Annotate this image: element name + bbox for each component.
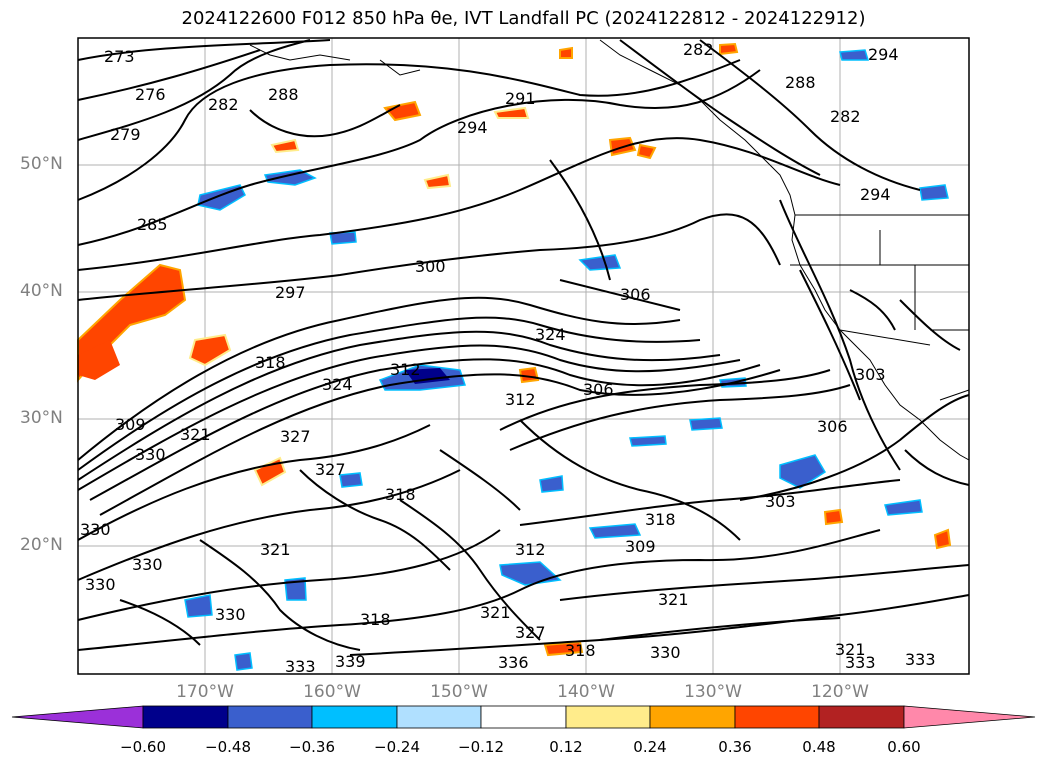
colorbar-segment	[734, 705, 820, 729]
contour-label: 294	[457, 118, 488, 137]
colorbar-segment	[396, 705, 482, 729]
contour-label: 279	[110, 125, 141, 144]
contour-label: 330	[80, 520, 111, 539]
contour-label: 309	[625, 537, 656, 556]
colorbar-tick-label: 0.36	[718, 738, 752, 756]
contour-label: 303	[765, 492, 796, 511]
contour-label: 306	[620, 285, 651, 304]
colorbar-segment	[311, 705, 398, 729]
colorbar-tick-label: −0.36	[289, 738, 335, 756]
contour-label: 330	[215, 605, 246, 624]
lat-label: 40°N	[20, 281, 63, 301]
lon-label: 160°W	[303, 682, 361, 702]
contour-label: 318	[385, 485, 416, 504]
contour-label: 282	[683, 40, 714, 59]
lat-label: 50°N	[20, 154, 63, 174]
colorbar-tick-label: 0.12	[549, 738, 583, 756]
colorbar-segment	[142, 705, 229, 729]
contour-label: 294	[860, 185, 891, 204]
colorbar-segment	[903, 705, 1036, 729]
colorbar	[11, 705, 1036, 729]
contour-label: 294	[868, 45, 899, 64]
contour-label: 321	[260, 540, 291, 559]
coastlines	[249, 39, 970, 461]
colorbar-tick-label: 0.60	[887, 738, 921, 756]
colorbar-tick-label: −0.48	[205, 738, 251, 756]
lon-label: 130°W	[684, 682, 742, 702]
contour-label: 333	[285, 657, 316, 676]
contour-label: 273	[104, 47, 135, 66]
contour-label: 306	[583, 380, 614, 399]
lat-label: 30°N	[20, 408, 63, 428]
contour-label: 276	[135, 85, 166, 104]
contour-label: 321	[658, 590, 689, 609]
contour-label: 318	[565, 641, 596, 660]
contour-label: 327	[515, 623, 546, 642]
contour-label: 333	[905, 650, 936, 669]
contour-label: 318	[645, 510, 676, 529]
colorbar-segment	[818, 705, 905, 729]
contour-label: 321	[180, 425, 211, 444]
contour-label: 330	[650, 643, 681, 662]
contour-label: 333	[845, 653, 876, 672]
contour-label: 324	[322, 375, 353, 394]
lon-label: 170°W	[176, 682, 234, 702]
contour-labels: 273 276 279 282 285 288 291 294 297 300 …	[80, 40, 936, 676]
contour-label: 312	[505, 390, 536, 409]
map-title: 2024122600 F012 850 hPa θe, IVT Landfall…	[181, 8, 866, 29]
contour-label: 309	[115, 415, 146, 434]
colorbar-tick-label: −0.60	[120, 738, 166, 756]
contour-label: 312	[390, 360, 421, 379]
contour-label: 306	[817, 417, 848, 436]
contour-label: 303	[855, 365, 886, 384]
contour-label: 321	[480, 603, 511, 622]
contour-label: 297	[275, 283, 306, 302]
contour-label: 282	[830, 107, 861, 126]
colorbar-tick-label: 0.24	[633, 738, 667, 756]
colorbar-tick-label: 0.48	[802, 738, 836, 756]
contour-label: 321	[835, 640, 866, 659]
lon-label: 140°W	[557, 682, 615, 702]
colorbar-segment	[11, 705, 144, 729]
contour-label: 288	[268, 85, 299, 104]
colorbar-segment	[480, 705, 567, 729]
contour-label: 318	[255, 353, 286, 372]
contour-label: 336	[498, 653, 529, 672]
colorbar-segment	[649, 705, 736, 729]
contour-label: 330	[135, 445, 166, 464]
map-area	[77, 37, 970, 675]
contour-label: 324	[535, 325, 566, 344]
contour-label: 285	[137, 215, 168, 234]
contour-label: 318	[360, 610, 391, 629]
colorbar-tick-label: −0.12	[458, 738, 504, 756]
lat-label: 20°N	[20, 535, 63, 555]
contour-label: 327	[280, 427, 311, 446]
contour-label: 327	[315, 460, 346, 479]
contour-label: 339	[335, 652, 366, 671]
lon-label: 150°W	[430, 682, 488, 702]
contour-label: 282	[208, 95, 239, 114]
contour-label: 330	[132, 555, 163, 574]
theta-e-contours	[77, 39, 970, 656]
contour-label: 330	[85, 575, 116, 594]
lon-label: 120°W	[811, 682, 869, 702]
colorbar-segment	[227, 705, 313, 729]
contour-label: 312	[515, 540, 546, 559]
contour-label: 288	[785, 73, 816, 92]
colorbar-tick-label: −0.24	[374, 738, 420, 756]
contour-label: 300	[415, 257, 446, 276]
ivt-shading	[77, 42, 952, 671]
colorbar-segment	[565, 705, 651, 729]
contour-label: 291	[505, 89, 536, 108]
